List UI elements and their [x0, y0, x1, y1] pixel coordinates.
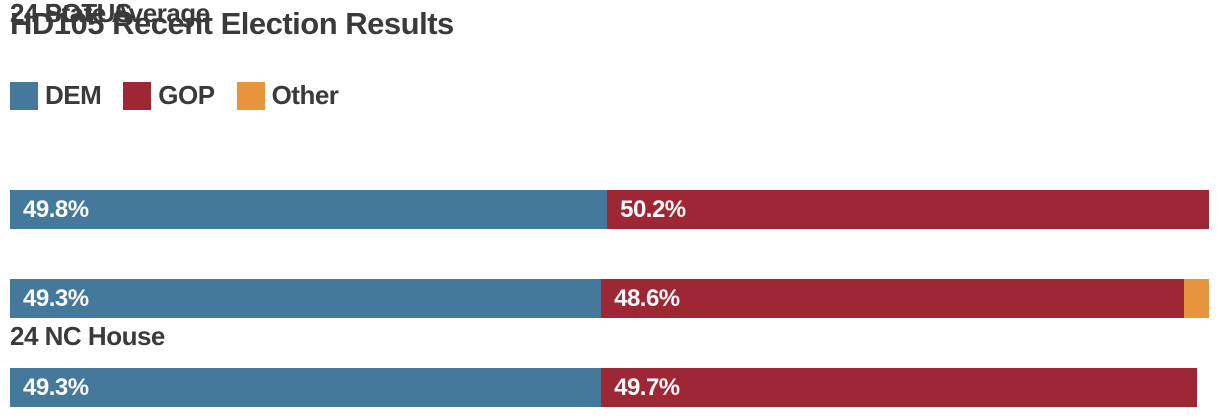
legend-item-other: Other: [236, 80, 339, 111]
stacked-bar-potus: 49.3% 48.6%: [10, 279, 1209, 318]
legend-item-dem: DEM: [10, 80, 102, 111]
gop-value-label: 49.7%: [614, 374, 680, 401]
gop-segment: 49.7%: [601, 368, 1197, 407]
other-swatch-icon: [236, 81, 265, 110]
dem-segment: 49.8%: [10, 190, 608, 229]
stacked-bar-nc-house: 49.8% 50.2%: [10, 190, 1209, 229]
row-label-potus: 24 POTUS: [10, 0, 132, 28]
dem-segment: 49.3%: [10, 368, 602, 407]
dem-swatch-icon: [10, 81, 38, 110]
gop-segment: 48.6%: [601, 279, 1184, 318]
gop-swatch-icon: [123, 81, 152, 110]
legend: DEM GOP Other: [10, 80, 339, 111]
stacked-bar-state-average: 49.3% 49.7%: [10, 368, 1209, 407]
legend-item-gop: GOP: [123, 80, 215, 111]
row-label-state-average: 24 State Average: [10, 0, 210, 28]
gop-value-label: 48.6%: [614, 285, 680, 312]
other-segment: [1183, 279, 1209, 318]
dem-value-label: 49.3%: [23, 285, 89, 312]
row-label-nc-house: 24 NC House: [10, 321, 165, 351]
page-title: HD105 Recent Election Results: [10, 6, 454, 41]
dem-value-label: 49.3%: [23, 374, 89, 401]
legend-label: GOP: [158, 80, 215, 110]
legend-label: Other: [271, 80, 339, 110]
dem-value-label: 49.8%: [23, 196, 89, 223]
gop-value-label: 50.2%: [620, 196, 686, 223]
legend-label: DEM: [45, 80, 102, 110]
dem-segment: 49.3%: [10, 279, 602, 318]
gop-segment: 50.2%: [607, 190, 1209, 229]
